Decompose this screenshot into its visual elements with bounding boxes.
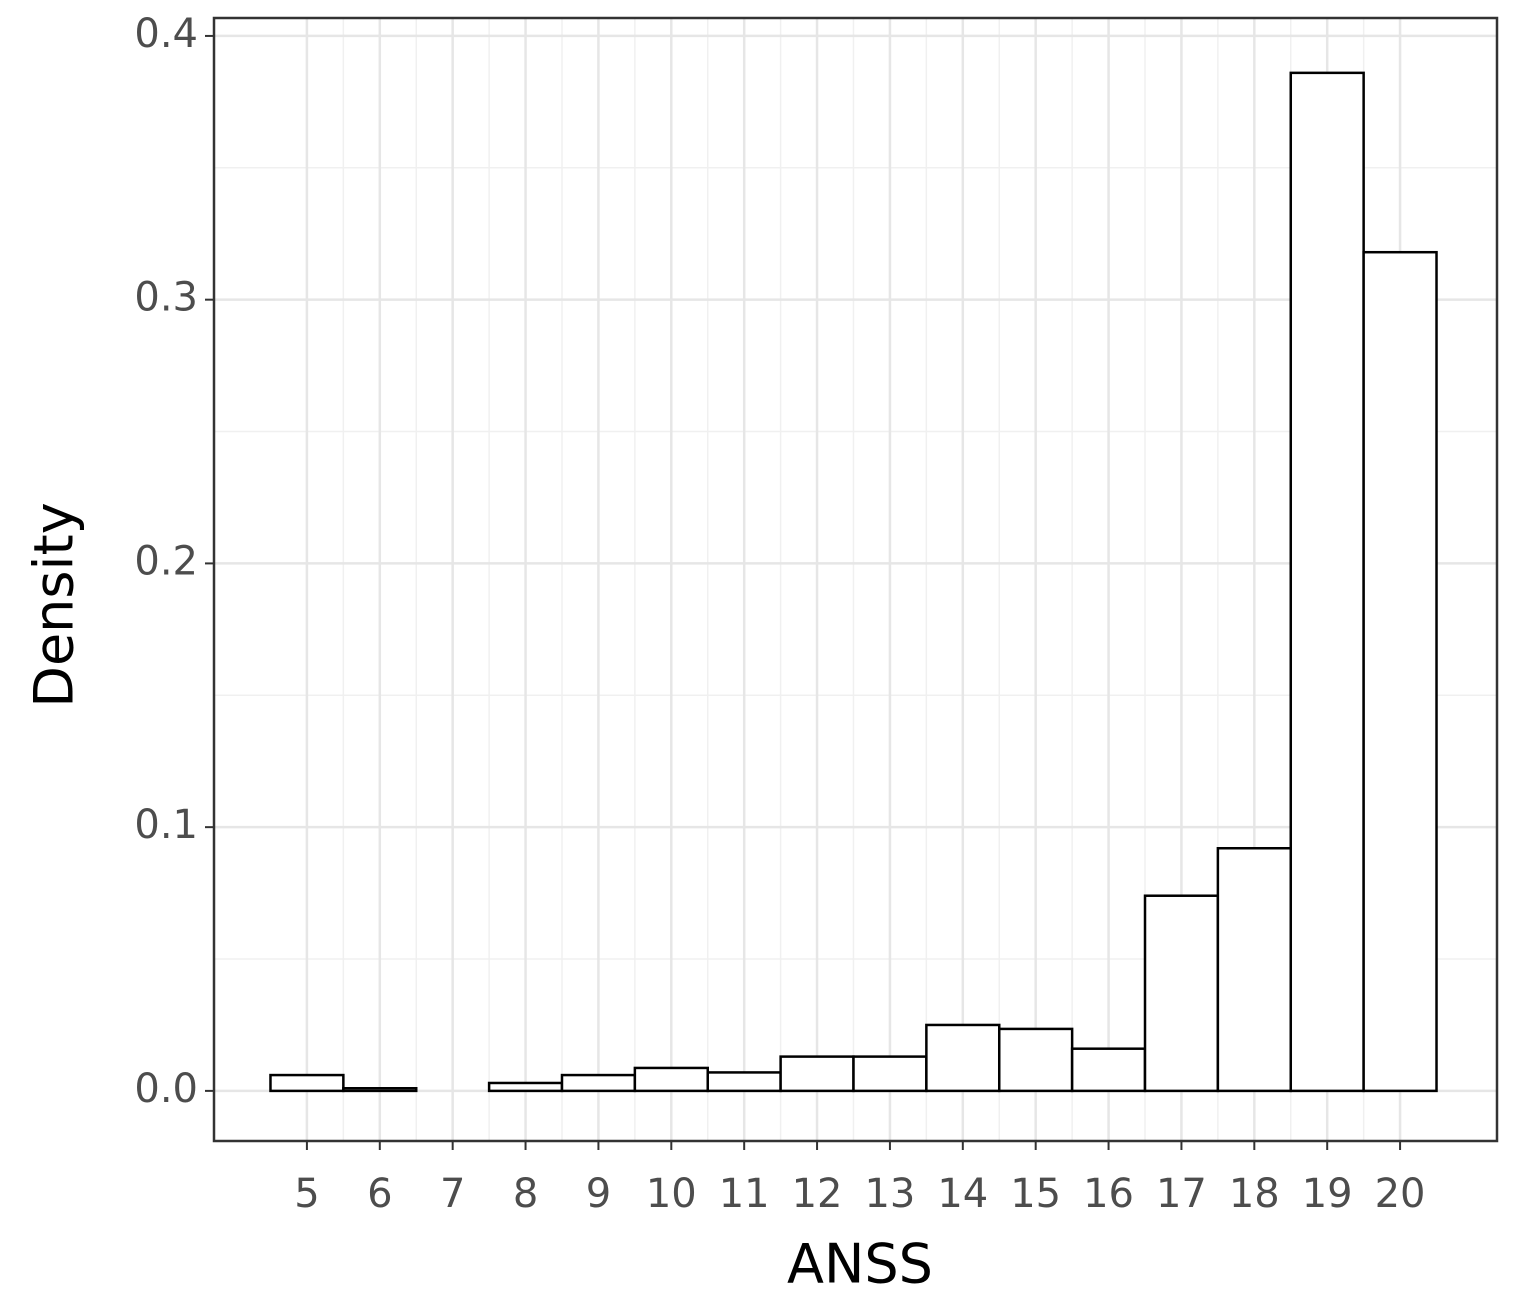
bar (779, 1055, 855, 1093)
y-tick-label: 0.2 (134, 538, 198, 584)
x-tick-label: 9 (586, 1171, 611, 1217)
x-tick-label: 6 (367, 1171, 392, 1217)
x-tick-label: 7 (440, 1171, 465, 1217)
y-axis-label: Density (23, 502, 86, 707)
bar (997, 1027, 1074, 1093)
y-tick-label: 0.0 (134, 1066, 198, 1112)
x-tick-label: 5 (294, 1171, 319, 1217)
x-tick-label: 20 (1375, 1171, 1426, 1217)
bar (925, 1023, 1001, 1093)
x-tick-label: 10 (646, 1171, 697, 1217)
bar (633, 1066, 709, 1093)
bar (1143, 894, 1220, 1093)
bar (852, 1055, 928, 1093)
bar (560, 1073, 637, 1093)
x-tick-label: 17 (1156, 1171, 1207, 1217)
y-tick-label: 0.4 (134, 11, 198, 57)
x-tick-label: 16 (1083, 1171, 1134, 1217)
bar (487, 1081, 564, 1093)
bar (706, 1071, 782, 1093)
bar (1216, 846, 1293, 1093)
x-tick-label: 12 (792, 1171, 843, 1217)
x-tick-label: 13 (864, 1171, 915, 1217)
x-tick-label: 11 (719, 1171, 770, 1217)
bar (1070, 1047, 1147, 1093)
bar (1362, 250, 1438, 1093)
x-tick-label: 14 (937, 1171, 988, 1217)
bar (342, 1087, 418, 1093)
x-tick-label: 8 (513, 1171, 538, 1217)
bar (269, 1073, 345, 1093)
x-tick-label: 19 (1302, 1171, 1353, 1217)
plot-border (212, 16, 1499, 1143)
x-axis-label: ANSS (787, 1233, 933, 1296)
y-tick-label: 0.3 (134, 275, 198, 321)
y-tick-label: 0.1 (134, 802, 198, 848)
x-tick-label: 15 (1010, 1171, 1061, 1217)
bar (1289, 71, 1365, 1093)
x-tick-label: 18 (1229, 1171, 1280, 1217)
